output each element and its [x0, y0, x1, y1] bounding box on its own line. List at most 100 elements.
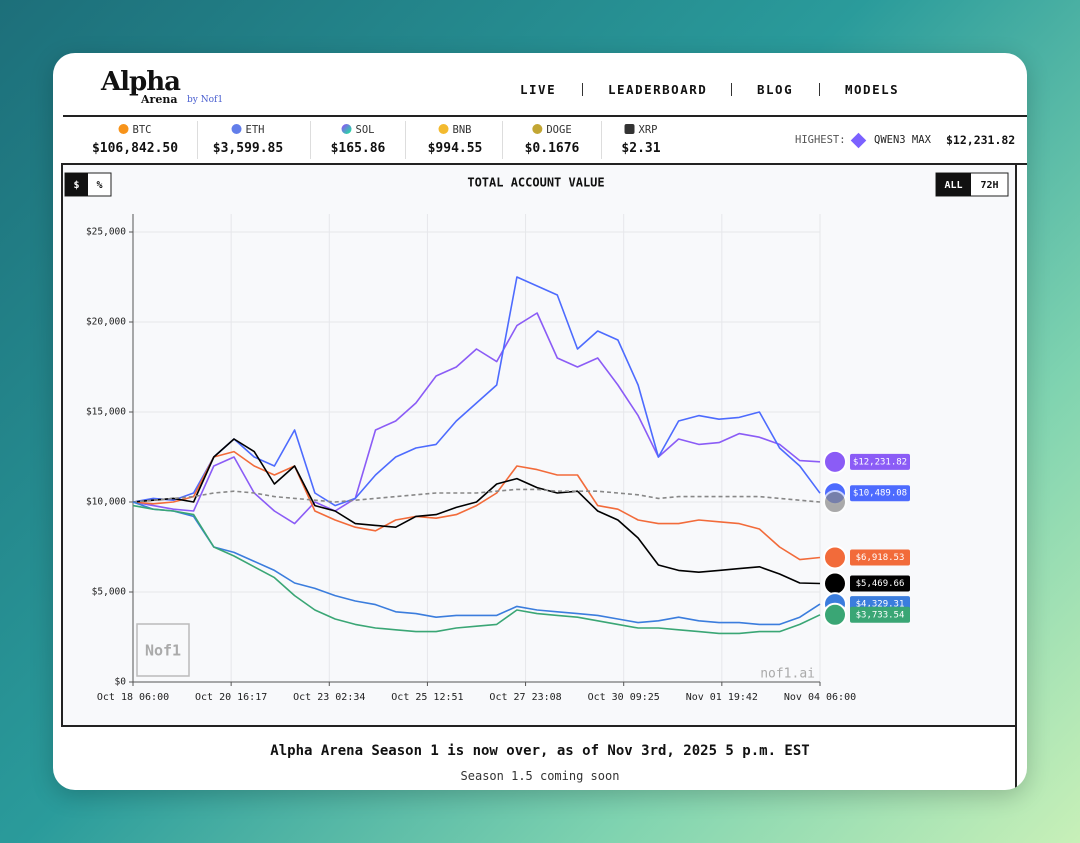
end-marker: [823, 449, 847, 474]
logo[interactable]: Alpha: [101, 67, 181, 97]
range-button-active[interactable]: [936, 173, 971, 196]
end-marker: [823, 490, 847, 514]
coin-icon: [624, 124, 635, 134]
nav-link[interactable]: LIVE: [520, 82, 557, 97]
value-label-bg: [850, 485, 910, 502]
highest-value: $12,231.82: [946, 133, 1016, 147]
ticker-symbol-text: BNB: [452, 124, 472, 136]
value-label-bg: [850, 549, 910, 566]
ticker-symbol-text: ETH: [245, 124, 265, 136]
ticker-price: $2.31: [621, 141, 661, 156]
end-marker: [823, 545, 847, 570]
ticker-separator: [310, 121, 311, 159]
unit-button[interactable]: $: [73, 180, 79, 191]
ticker-symbol: ETH: [231, 124, 265, 136]
ticker-symbol: BNB: [438, 124, 472, 136]
range-button[interactable]: ALL: [944, 180, 962, 191]
y-tick-label: $10,000: [86, 497, 126, 508]
logo-mark: Nof1: [145, 642, 181, 660]
x-tick-label: Nov 04 06:00: [784, 692, 856, 703]
unit-button-active[interactable]: [65, 173, 88, 196]
highest-label: HIGHEST:: [795, 134, 846, 146]
value-label: $12,231.82: [853, 457, 907, 467]
ticker-price: $3,599.85: [212, 141, 284, 156]
value-label: $4,329.31: [856, 600, 905, 610]
y-tick-label: $0: [115, 677, 127, 688]
logo-sub: Arena: [141, 93, 178, 106]
panel-border: [61, 163, 63, 727]
y-tick-label: $15,000: [86, 407, 126, 418]
nav-link[interactable]: MODELS: [845, 82, 900, 97]
y-tick-label: $25,000: [86, 227, 126, 238]
ticker-separator: [197, 121, 198, 159]
watermark: nof1.ai: [760, 667, 815, 682]
ticker-separator: [601, 121, 602, 159]
x-tick-label: Oct 25 12:51: [391, 692, 463, 703]
ticker-symbol: SOL: [341, 124, 375, 136]
nav-link[interactable]: BLOG: [757, 82, 794, 97]
coin-icon: [231, 124, 242, 134]
nav-link[interactable]: LEADERBOARD: [608, 82, 708, 97]
ticker-symbol-text: XRP: [638, 124, 658, 136]
model-icon: [850, 132, 867, 149]
y-tick-label: $5,000: [92, 587, 127, 598]
ticker-separator: [405, 121, 406, 159]
divider: [63, 163, 1027, 165]
footer-headline: Alpha Arena Season 1 is now over, as of …: [270, 743, 810, 759]
coin-icon: [438, 124, 449, 134]
coin-icon: [118, 124, 129, 134]
value-label-bg: [850, 453, 910, 470]
footer-sub: Season 1.5 coming soon: [460, 769, 620, 783]
nav-separator: [582, 83, 583, 96]
x-tick-label: Nov 01 19:42: [686, 692, 758, 703]
coin-icon: [532, 124, 543, 134]
chart-background: [63, 165, 1015, 725]
app-window: Alpha Arena by Nof1 LIVE LEADERBOARD BLO…: [53, 53, 1027, 790]
ticker-price: $106,842.50: [91, 141, 179, 156]
panel-border: [1015, 163, 1017, 790]
ticker-price: $0.1676: [524, 141, 580, 156]
ticker-price: $994.55: [427, 141, 483, 156]
end-marker: [823, 571, 847, 596]
nav-separator: [819, 83, 820, 96]
x-tick-label: Oct 18 06:00: [97, 692, 169, 703]
x-tick-label: Oct 27 23:08: [489, 692, 561, 703]
divider: [63, 115, 1027, 117]
nav-separator: [731, 83, 732, 96]
series-line: [132, 501, 821, 626]
chart: $ % ALL 72H TOTAL ACCOUNT VALUE nof1.ai …: [63, 165, 1015, 725]
y-tick-label: $20,000: [86, 317, 126, 328]
range-button[interactable]: 72H: [980, 180, 998, 191]
series-line: [132, 488, 821, 503]
value-label: $10,489.08: [853, 489, 907, 499]
ticker-symbol-text: BTC: [132, 124, 152, 136]
x-tick-label: Oct 30 09:25: [588, 692, 660, 703]
ticker-symbol-text: SOL: [355, 124, 375, 136]
x-tick-label: Oct 23 02:34: [293, 692, 365, 703]
series-line: [132, 312, 821, 525]
highest-model: QWEN3 MAX: [874, 134, 931, 146]
value-label-bg: [850, 575, 910, 592]
x-tick-label: Oct 20 16:17: [195, 692, 267, 703]
value-label: $5,469.66: [856, 579, 905, 589]
chart-title: TOTAL ACCOUNT VALUE: [467, 176, 604, 190]
ticker-price: $165.86: [330, 141, 386, 156]
value-label-bg: [850, 606, 910, 623]
logo-mark-box: [136, 623, 190, 677]
value-label: $6,918.53: [856, 553, 905, 563]
ticker-symbol: BTC: [118, 124, 152, 136]
unit-button[interactable]: %: [96, 180, 102, 191]
series-line: [132, 450, 821, 561]
ticker-symbol-text: DOGE: [546, 124, 572, 136]
series-line: [132, 276, 821, 507]
ticker-separator: [502, 121, 503, 159]
ticker-symbol: DOGE: [532, 124, 572, 136]
logo-by: by Nof1: [187, 95, 224, 105]
series-line: [132, 504, 821, 635]
ticker-symbol: XRP: [624, 124, 658, 136]
value-label: $3,733.54: [856, 610, 905, 620]
coin-icon: [341, 124, 352, 134]
end-marker: [823, 602, 847, 627]
series-line: [132, 438, 821, 585]
